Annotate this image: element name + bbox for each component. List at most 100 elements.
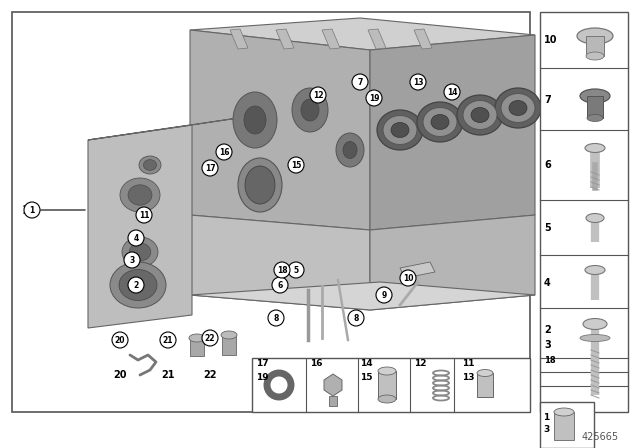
Text: 9: 9 — [381, 290, 387, 300]
Circle shape — [128, 230, 144, 246]
Ellipse shape — [139, 156, 161, 174]
Ellipse shape — [431, 115, 449, 129]
Ellipse shape — [585, 266, 605, 275]
Bar — [329, 396, 337, 406]
Polygon shape — [322, 29, 340, 49]
Ellipse shape — [417, 102, 463, 142]
Ellipse shape — [585, 143, 605, 152]
Ellipse shape — [587, 115, 603, 121]
Text: 14: 14 — [360, 359, 372, 368]
Text: 1: 1 — [29, 206, 35, 215]
Text: 12: 12 — [414, 359, 426, 368]
Text: 1: 1 — [543, 413, 549, 422]
Text: 17: 17 — [205, 164, 215, 172]
Bar — [586, 36, 604, 56]
Ellipse shape — [221, 331, 237, 339]
Circle shape — [272, 277, 288, 293]
Text: 21: 21 — [161, 370, 175, 380]
Bar — [540, 12, 628, 412]
Ellipse shape — [577, 28, 613, 44]
Text: 6: 6 — [277, 280, 283, 289]
Text: 8: 8 — [273, 314, 278, 323]
Ellipse shape — [423, 108, 457, 137]
Ellipse shape — [301, 99, 319, 121]
Polygon shape — [414, 29, 432, 49]
Text: 2: 2 — [544, 325, 551, 335]
Ellipse shape — [336, 133, 364, 167]
Circle shape — [376, 287, 392, 303]
Text: 2: 2 — [133, 280, 139, 289]
Circle shape — [444, 84, 460, 100]
Text: 18: 18 — [276, 266, 287, 275]
Text: 13: 13 — [413, 78, 423, 86]
Text: 3: 3 — [543, 425, 549, 434]
Text: 4: 4 — [133, 233, 139, 242]
Circle shape — [366, 90, 382, 106]
Text: 14: 14 — [447, 87, 457, 96]
Text: 10: 10 — [544, 35, 557, 45]
Ellipse shape — [189, 334, 205, 342]
Text: 1: 1 — [22, 203, 31, 216]
Circle shape — [202, 330, 218, 346]
Text: 6: 6 — [544, 160, 551, 170]
Text: 13: 13 — [462, 373, 474, 382]
Ellipse shape — [477, 370, 493, 376]
Circle shape — [310, 87, 326, 103]
Ellipse shape — [457, 95, 503, 135]
Circle shape — [348, 310, 364, 326]
Ellipse shape — [580, 335, 610, 341]
Ellipse shape — [583, 319, 607, 329]
Ellipse shape — [119, 270, 157, 301]
Circle shape — [352, 74, 368, 90]
Ellipse shape — [233, 92, 277, 148]
Text: 11: 11 — [462, 359, 474, 368]
Polygon shape — [88, 118, 238, 140]
Polygon shape — [88, 125, 192, 328]
Polygon shape — [190, 215, 370, 310]
Bar — [378, 371, 396, 399]
Ellipse shape — [391, 122, 409, 138]
Ellipse shape — [383, 116, 417, 145]
Ellipse shape — [377, 110, 423, 150]
Bar — [540, 402, 594, 448]
Ellipse shape — [343, 142, 357, 159]
Text: 425665: 425665 — [581, 432, 619, 442]
Text: 18: 18 — [544, 356, 556, 365]
Circle shape — [268, 310, 284, 326]
Ellipse shape — [586, 52, 604, 60]
Ellipse shape — [509, 100, 527, 116]
Text: 3: 3 — [129, 255, 134, 264]
Ellipse shape — [245, 166, 275, 204]
Text: 20: 20 — [113, 370, 127, 380]
Text: 19: 19 — [256, 373, 269, 382]
Ellipse shape — [580, 89, 610, 103]
Circle shape — [288, 157, 304, 173]
Bar — [222, 335, 236, 355]
Circle shape — [216, 144, 232, 160]
Polygon shape — [324, 374, 342, 396]
Text: 21: 21 — [163, 336, 173, 345]
Ellipse shape — [463, 100, 497, 129]
Ellipse shape — [292, 88, 328, 132]
Ellipse shape — [120, 178, 160, 212]
Ellipse shape — [143, 159, 157, 170]
Text: 16: 16 — [219, 147, 229, 156]
Text: 19: 19 — [369, 94, 380, 103]
Circle shape — [24, 202, 40, 218]
Text: 5: 5 — [293, 266, 299, 275]
Circle shape — [128, 277, 144, 293]
Circle shape — [136, 207, 152, 223]
Ellipse shape — [378, 367, 396, 375]
Circle shape — [160, 332, 176, 348]
Ellipse shape — [128, 185, 152, 205]
Text: 3: 3 — [544, 340, 551, 350]
Polygon shape — [368, 29, 386, 49]
Bar — [12, 12, 530, 412]
Circle shape — [288, 262, 304, 278]
Text: 11: 11 — [139, 211, 149, 220]
Ellipse shape — [495, 88, 541, 128]
Polygon shape — [370, 35, 535, 230]
Text: 5: 5 — [544, 223, 551, 233]
Text: 7: 7 — [357, 78, 363, 86]
Ellipse shape — [244, 106, 266, 134]
